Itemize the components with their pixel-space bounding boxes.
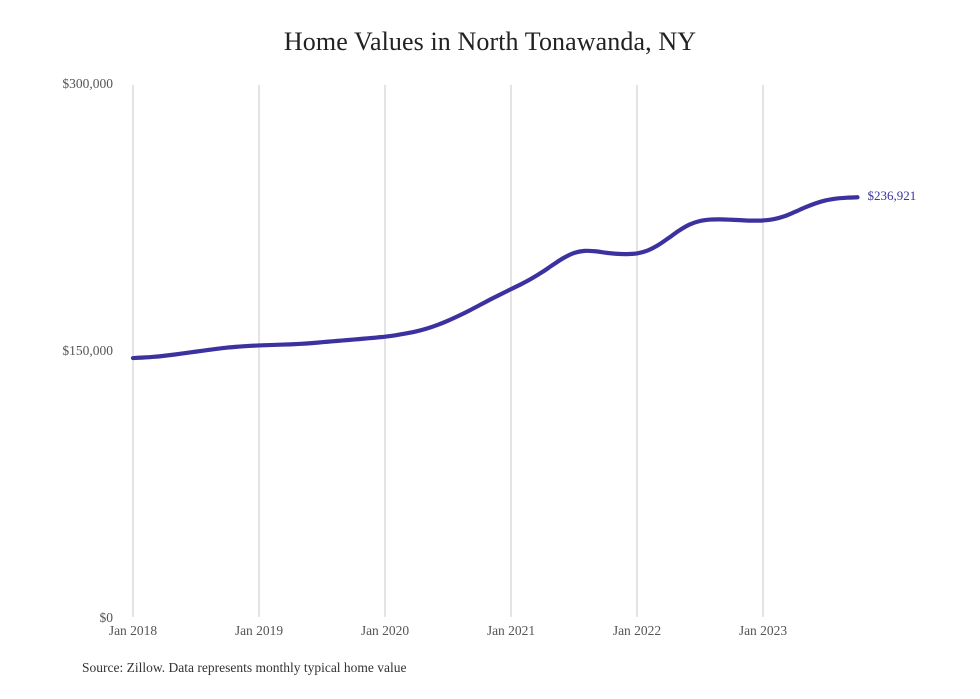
x-tick-label-jan-2018: Jan 2018 bbox=[108, 623, 158, 638]
x-tick-label-jan-2020: Jan 2020 bbox=[360, 623, 410, 638]
y-tick-label-150000: $150,000 bbox=[62, 343, 113, 358]
x-tick-label-jan-2023: Jan 2023 bbox=[738, 623, 788, 638]
x-tick-label-jan-2019: Jan 2019 bbox=[234, 623, 284, 638]
end-value-annotation: $236,921 bbox=[867, 188, 917, 204]
data-line-typical-home-value bbox=[130, 195, 860, 361]
gridlines bbox=[132, 85, 764, 617]
y-tick-label-0: $0 bbox=[99, 610, 114, 625]
x-tick-label-jan-2022: Jan 2022 bbox=[612, 623, 662, 638]
chart-title: Home Values in North Tonawanda, NY bbox=[283, 27, 697, 56]
x-tick-label-jan-2021: Jan 2021 bbox=[486, 623, 536, 638]
source-note: Source: Zillow. Data represents monthly … bbox=[82, 660, 407, 675]
y-tick-label-300000: $300,000 bbox=[62, 76, 113, 91]
